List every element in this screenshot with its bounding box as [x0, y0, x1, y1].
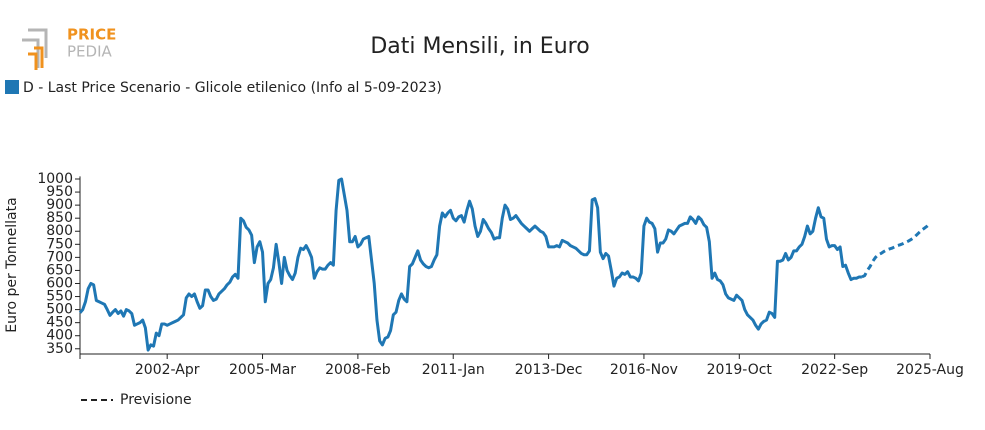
- y-tick-label: 450: [46, 315, 73, 331]
- x-tick-label: 2011-Jan: [422, 362, 485, 378]
- y-tick-label: 600: [46, 275, 73, 291]
- logo-text: PRICE: [67, 26, 116, 44]
- series-line: [861, 222, 932, 279]
- logo: PRICE PEDIA: [22, 26, 116, 70]
- y-tick-label: 850: [46, 210, 73, 226]
- y-tick-label: 750: [46, 236, 73, 252]
- y-tick-label: 950: [46, 184, 73, 200]
- x-tick-label: 2022-Sep: [801, 362, 868, 378]
- y-tick-label: 900: [46, 197, 73, 213]
- logo-icon: [22, 28, 48, 68]
- x-tick-label: 2019-Oct: [707, 362, 773, 378]
- y-tick-label: 550: [46, 289, 73, 305]
- legend-label: Previsione: [120, 392, 192, 408]
- legend-swatch: [5, 80, 19, 94]
- y-tick-label: 1000: [37, 171, 73, 187]
- y-tick-label: 700: [46, 249, 73, 265]
- x-tick-label: 2016-Nov: [610, 362, 678, 378]
- logo-text: PEDIA: [67, 43, 112, 61]
- logo-icon: [28, 46, 44, 70]
- x-tick-label: 2013-Dec: [515, 362, 583, 378]
- legend-label: D - Last Price Scenario - Glicole etilen…: [23, 80, 442, 96]
- x-tick-label: 2025-Aug: [896, 362, 964, 378]
- x-tick-label: 2002-Apr: [135, 362, 200, 378]
- chart-title: Dati Mensili, in Euro: [370, 34, 589, 59]
- y-tick-label: 350: [46, 341, 73, 357]
- y-tick-label: 800: [46, 223, 73, 239]
- x-tick-label: 2005-Mar: [229, 362, 296, 378]
- series-line: [78, 177, 862, 352]
- y-tick-label: 650: [46, 262, 73, 278]
- x-tick-label: 2008-Feb: [325, 362, 391, 378]
- y-axis-label: Euro per Tonnellata: [4, 197, 20, 332]
- y-tick-label: 500: [46, 302, 73, 318]
- y-tick-label: 400: [46, 328, 73, 344]
